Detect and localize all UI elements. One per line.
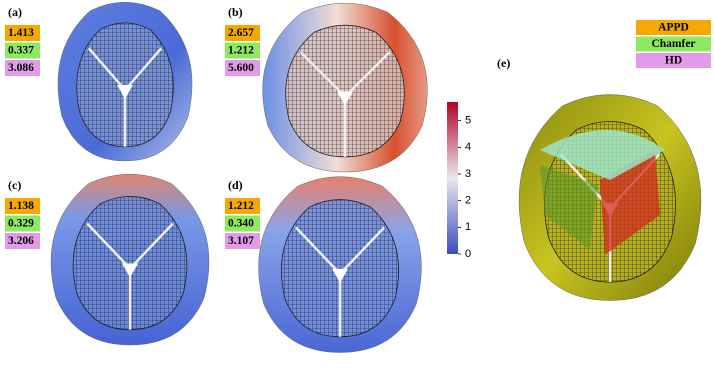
metric-value: 0.329 [8, 218, 34, 230]
colorbar [447, 102, 458, 254]
leaflet-mesh [76, 22, 174, 148]
orifice [337, 91, 353, 106]
metric-box [225, 42, 260, 59]
leaflet-chamfer [540, 130, 665, 180]
metric-value: 0.340 [228, 218, 254, 230]
panel-label: (e) [497, 56, 510, 70]
leaflet-mesh [285, 24, 405, 158]
orifice [332, 268, 348, 283]
orifice [122, 263, 138, 278]
metric-box [5, 215, 40, 232]
colorbar-tick-label: 2 [465, 195, 471, 207]
legend-swatch [636, 36, 711, 52]
panel-label: (a) [8, 5, 22, 19]
metric-box [5, 60, 40, 76]
legend-label: APPD [658, 22, 689, 34]
leaflet-edge [87, 47, 126, 91]
renderings [50, 2, 702, 353]
leaflet-edge [86, 222, 131, 270]
metric-box [225, 25, 260, 41]
leaflet-appd [540, 165, 598, 250]
panel-label: (d) [228, 178, 243, 192]
metric-value: 3.107 [228, 235, 254, 247]
metric-value: 5.600 [228, 62, 254, 74]
metric-value: 1.413 [8, 27, 34, 39]
leaflet-mesh [280, 199, 400, 338]
panel-label: (b) [228, 5, 243, 19]
metric-box [5, 42, 40, 59]
colorbar-tick-label: 4 [465, 141, 471, 153]
metric-value: 3.206 [8, 235, 34, 247]
leaflet-mesh [72, 196, 188, 331]
metric-box [225, 215, 260, 232]
colorbar-tick-label: 1 [465, 221, 471, 233]
colorbar-ticks: 0 1 2 3 4 5 [458, 115, 471, 260]
legend: APPD Chamfer HD [636, 20, 711, 68]
leaflet-edge [295, 226, 341, 275]
metric-box [5, 25, 40, 41]
panel-label: (c) [8, 178, 21, 192]
metric-box [5, 198, 40, 214]
metric-value: 1.212 [228, 45, 254, 57]
colorbar-tick-label: 5 [465, 115, 471, 127]
leaflet-edge [299, 51, 346, 98]
legend-swatch [636, 53, 711, 68]
metric-value: 1.138 [8, 200, 34, 212]
leaflet-edge [129, 222, 174, 270]
panel-labels: (a) 1.413 0.337 3.086 (b) 2.657 1.212 5.600 (c) 1… [5, 5, 510, 249]
metric-value: 3.086 [8, 62, 34, 74]
metric-value: 1.212 [228, 200, 254, 212]
metric-value: 0.337 [8, 45, 34, 57]
orifice [117, 84, 133, 99]
colorbar-tick-label: 0 [465, 248, 471, 260]
legend-swatch [636, 20, 711, 35]
metric-value: 2.657 [228, 27, 254, 39]
legend-label: HD [665, 55, 682, 67]
metric-box [5, 233, 40, 249]
leaflet-edge [344, 51, 391, 98]
metric-box [225, 233, 260, 249]
leaflet-edge [339, 226, 385, 275]
metric-box [225, 198, 260, 214]
colorbar-tick-label: 3 [465, 168, 471, 180]
legend-label: Chamfer [651, 38, 695, 50]
leaflet-edge [124, 47, 163, 91]
metric-box [225, 60, 260, 76]
